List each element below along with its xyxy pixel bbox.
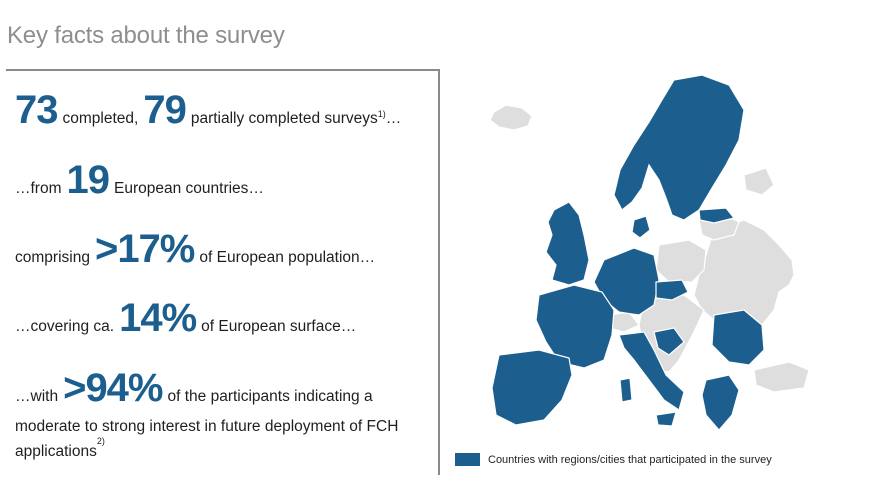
population-prefix: comprising — [15, 249, 90, 266]
latvia — [698, 207, 736, 224]
interest-line3-text: applications — [15, 443, 97, 461]
population-label: of European population… — [199, 249, 376, 266]
completed-label: completed, — [62, 110, 139, 127]
interest-share: >94% — [63, 366, 163, 410]
sicily — [655, 411, 677, 427]
population-share: >17% — [94, 227, 195, 271]
france — [535, 284, 615, 369]
romania-bulgaria — [711, 309, 765, 366]
iceland — [489, 104, 533, 131]
page-title: Key facts about the survey — [7, 22, 285, 49]
fact-surveys: 73 completed, 79 partially completed sur… — [15, 90, 401, 130]
united-kingdom — [545, 201, 590, 286]
italy — [618, 331, 685, 411]
partial-label: partially completed surveys — [190, 110, 378, 127]
surface-label: of European surface… — [201, 318, 357, 335]
fact-interest: …with >94% of the participants indicatin… — [15, 368, 373, 408]
facts-panel — [6, 69, 440, 475]
poland — [655, 239, 707, 283]
surface-prefix: …covering ca. — [15, 318, 115, 335]
surface-share: 14% — [119, 296, 197, 340]
legend-label: Countries with regions/cities that parti… — [488, 453, 772, 466]
europe-map — [444, 70, 874, 480]
sardinia — [619, 377, 633, 403]
countries-prefix: …from — [15, 180, 62, 197]
turkey — [753, 361, 810, 393]
fact-interest-line3: applications2) — [15, 436, 105, 462]
ellipsis: … — [385, 110, 402, 127]
denmark — [631, 215, 651, 239]
czechia — [655, 279, 689, 301]
greece — [701, 374, 740, 431]
completed-count: 73 — [15, 88, 58, 132]
europe-map-svg — [489, 74, 810, 431]
scandinavia — [613, 74, 745, 221]
footnote-2: 2) — [96, 436, 105, 446]
fact-countries: …from 19 European countries… — [15, 160, 264, 200]
fact-surface: …covering ca. 14% of European surface… — [15, 298, 356, 338]
countries-label: European countries… — [114, 180, 264, 197]
iberia — [491, 349, 573, 426]
fact-population: comprising >17% of European population… — [15, 229, 375, 269]
north-scandinavia-extra — [743, 167, 775, 196]
participating-countries — [491, 74, 765, 431]
interest-prefix: …with — [15, 388, 59, 405]
footnote-1: 1) — [377, 109, 386, 119]
partial-count: 79 — [143, 88, 186, 132]
fact-interest-line2: moderate to strong interest in future de… — [15, 418, 399, 435]
countries-count: 19 — [66, 158, 110, 202]
interest-label: of the participants indicating a — [167, 388, 373, 405]
slovenia-croatia — [653, 327, 685, 356]
map-legend: Countries with regions/cities that parti… — [455, 453, 772, 466]
legend-swatch — [455, 453, 480, 466]
eastern-europe — [693, 219, 795, 333]
